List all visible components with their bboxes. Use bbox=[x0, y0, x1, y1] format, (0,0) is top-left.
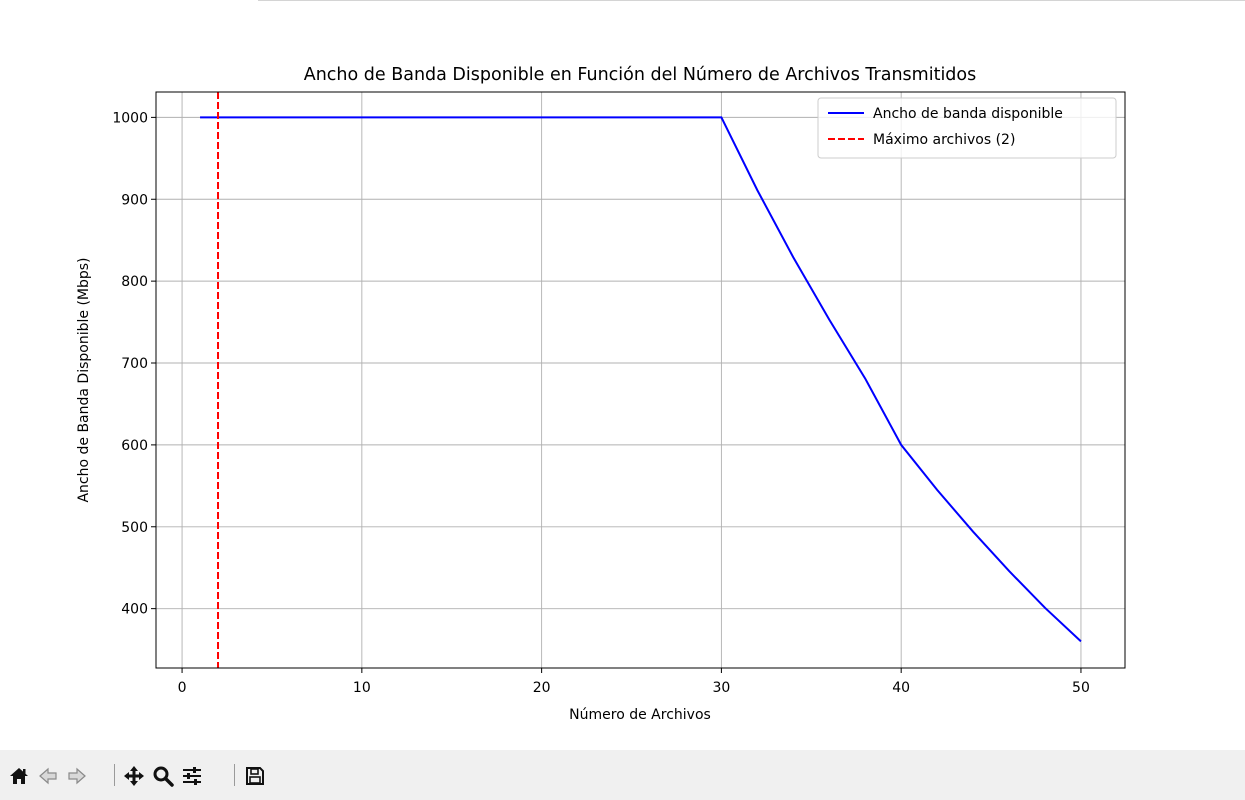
y-tick-label: 900 bbox=[121, 192, 148, 208]
zoom-button[interactable] bbox=[150, 763, 176, 789]
move-icon bbox=[124, 766, 144, 786]
x-tick-label: 10 bbox=[353, 680, 371, 696]
back-button[interactable] bbox=[35, 763, 61, 789]
arrow-right-icon bbox=[68, 767, 86, 785]
home-icon bbox=[10, 768, 28, 784]
chart-title: Ancho de Banda Disponible en Función del… bbox=[304, 65, 977, 85]
window-top-edge bbox=[258, 0, 1245, 1]
forward-button[interactable] bbox=[64, 763, 90, 789]
floppy-disk-icon bbox=[246, 767, 264, 785]
legend-box bbox=[817, 97, 1117, 159]
navigation-toolbar bbox=[0, 750, 1245, 800]
y-tick-label: 600 bbox=[121, 438, 148, 454]
x-tick-label: 50 bbox=[1072, 680, 1090, 696]
y-tick-label: 700 bbox=[121, 356, 148, 372]
y-tick-label: 500 bbox=[121, 520, 148, 536]
legend-label-max-files: Máximo archivos (2) bbox=[873, 132, 1015, 148]
x-tick-label: 20 bbox=[533, 680, 551, 696]
chart-figure: 0 10 20 30 40 50 400 500 600 700 800 900 1000 Ancho… bbox=[76, 65, 1126, 723]
sliders-icon bbox=[183, 767, 201, 785]
x-axis-label: Número de Archivos bbox=[569, 707, 711, 723]
y-axis-label: Ancho de Banda Disponible (Mbps) bbox=[76, 257, 92, 502]
y-axis-ticks: 400 500 600 700 800 900 1000 bbox=[112, 110, 156, 618]
toolbar-separator bbox=[114, 764, 115, 786]
plot-area-frame bbox=[155, 91, 1126, 669]
legend-label-bandwidth: Ancho de banda disponible bbox=[873, 106, 1063, 122]
x-tick-label: 30 bbox=[712, 680, 730, 696]
y-tick-label: 400 bbox=[121, 602, 148, 618]
x-tick-label: 0 bbox=[178, 680, 187, 696]
configure-subplots-button[interactable] bbox=[179, 763, 205, 789]
save-button[interactable] bbox=[242, 763, 268, 789]
y-tick-label: 800 bbox=[121, 274, 148, 290]
y-tick-label: 1000 bbox=[112, 110, 148, 126]
legend: Ancho de banda disponible Máximo archivo… bbox=[817, 97, 1117, 159]
home-button[interactable] bbox=[6, 763, 32, 789]
x-tick-label: 40 bbox=[892, 680, 910, 696]
arrow-left-icon bbox=[39, 767, 57, 785]
grid bbox=[156, 92, 1125, 668]
pan-button[interactable] bbox=[121, 763, 147, 789]
toolbar-separator bbox=[234, 764, 235, 786]
series-line-0 bbox=[200, 116, 1082, 643]
series-layer bbox=[200, 92, 1082, 668]
x-axis-ticks: 0 10 20 30 40 50 bbox=[178, 668, 1090, 696]
magnifier-icon bbox=[153, 766, 174, 787]
